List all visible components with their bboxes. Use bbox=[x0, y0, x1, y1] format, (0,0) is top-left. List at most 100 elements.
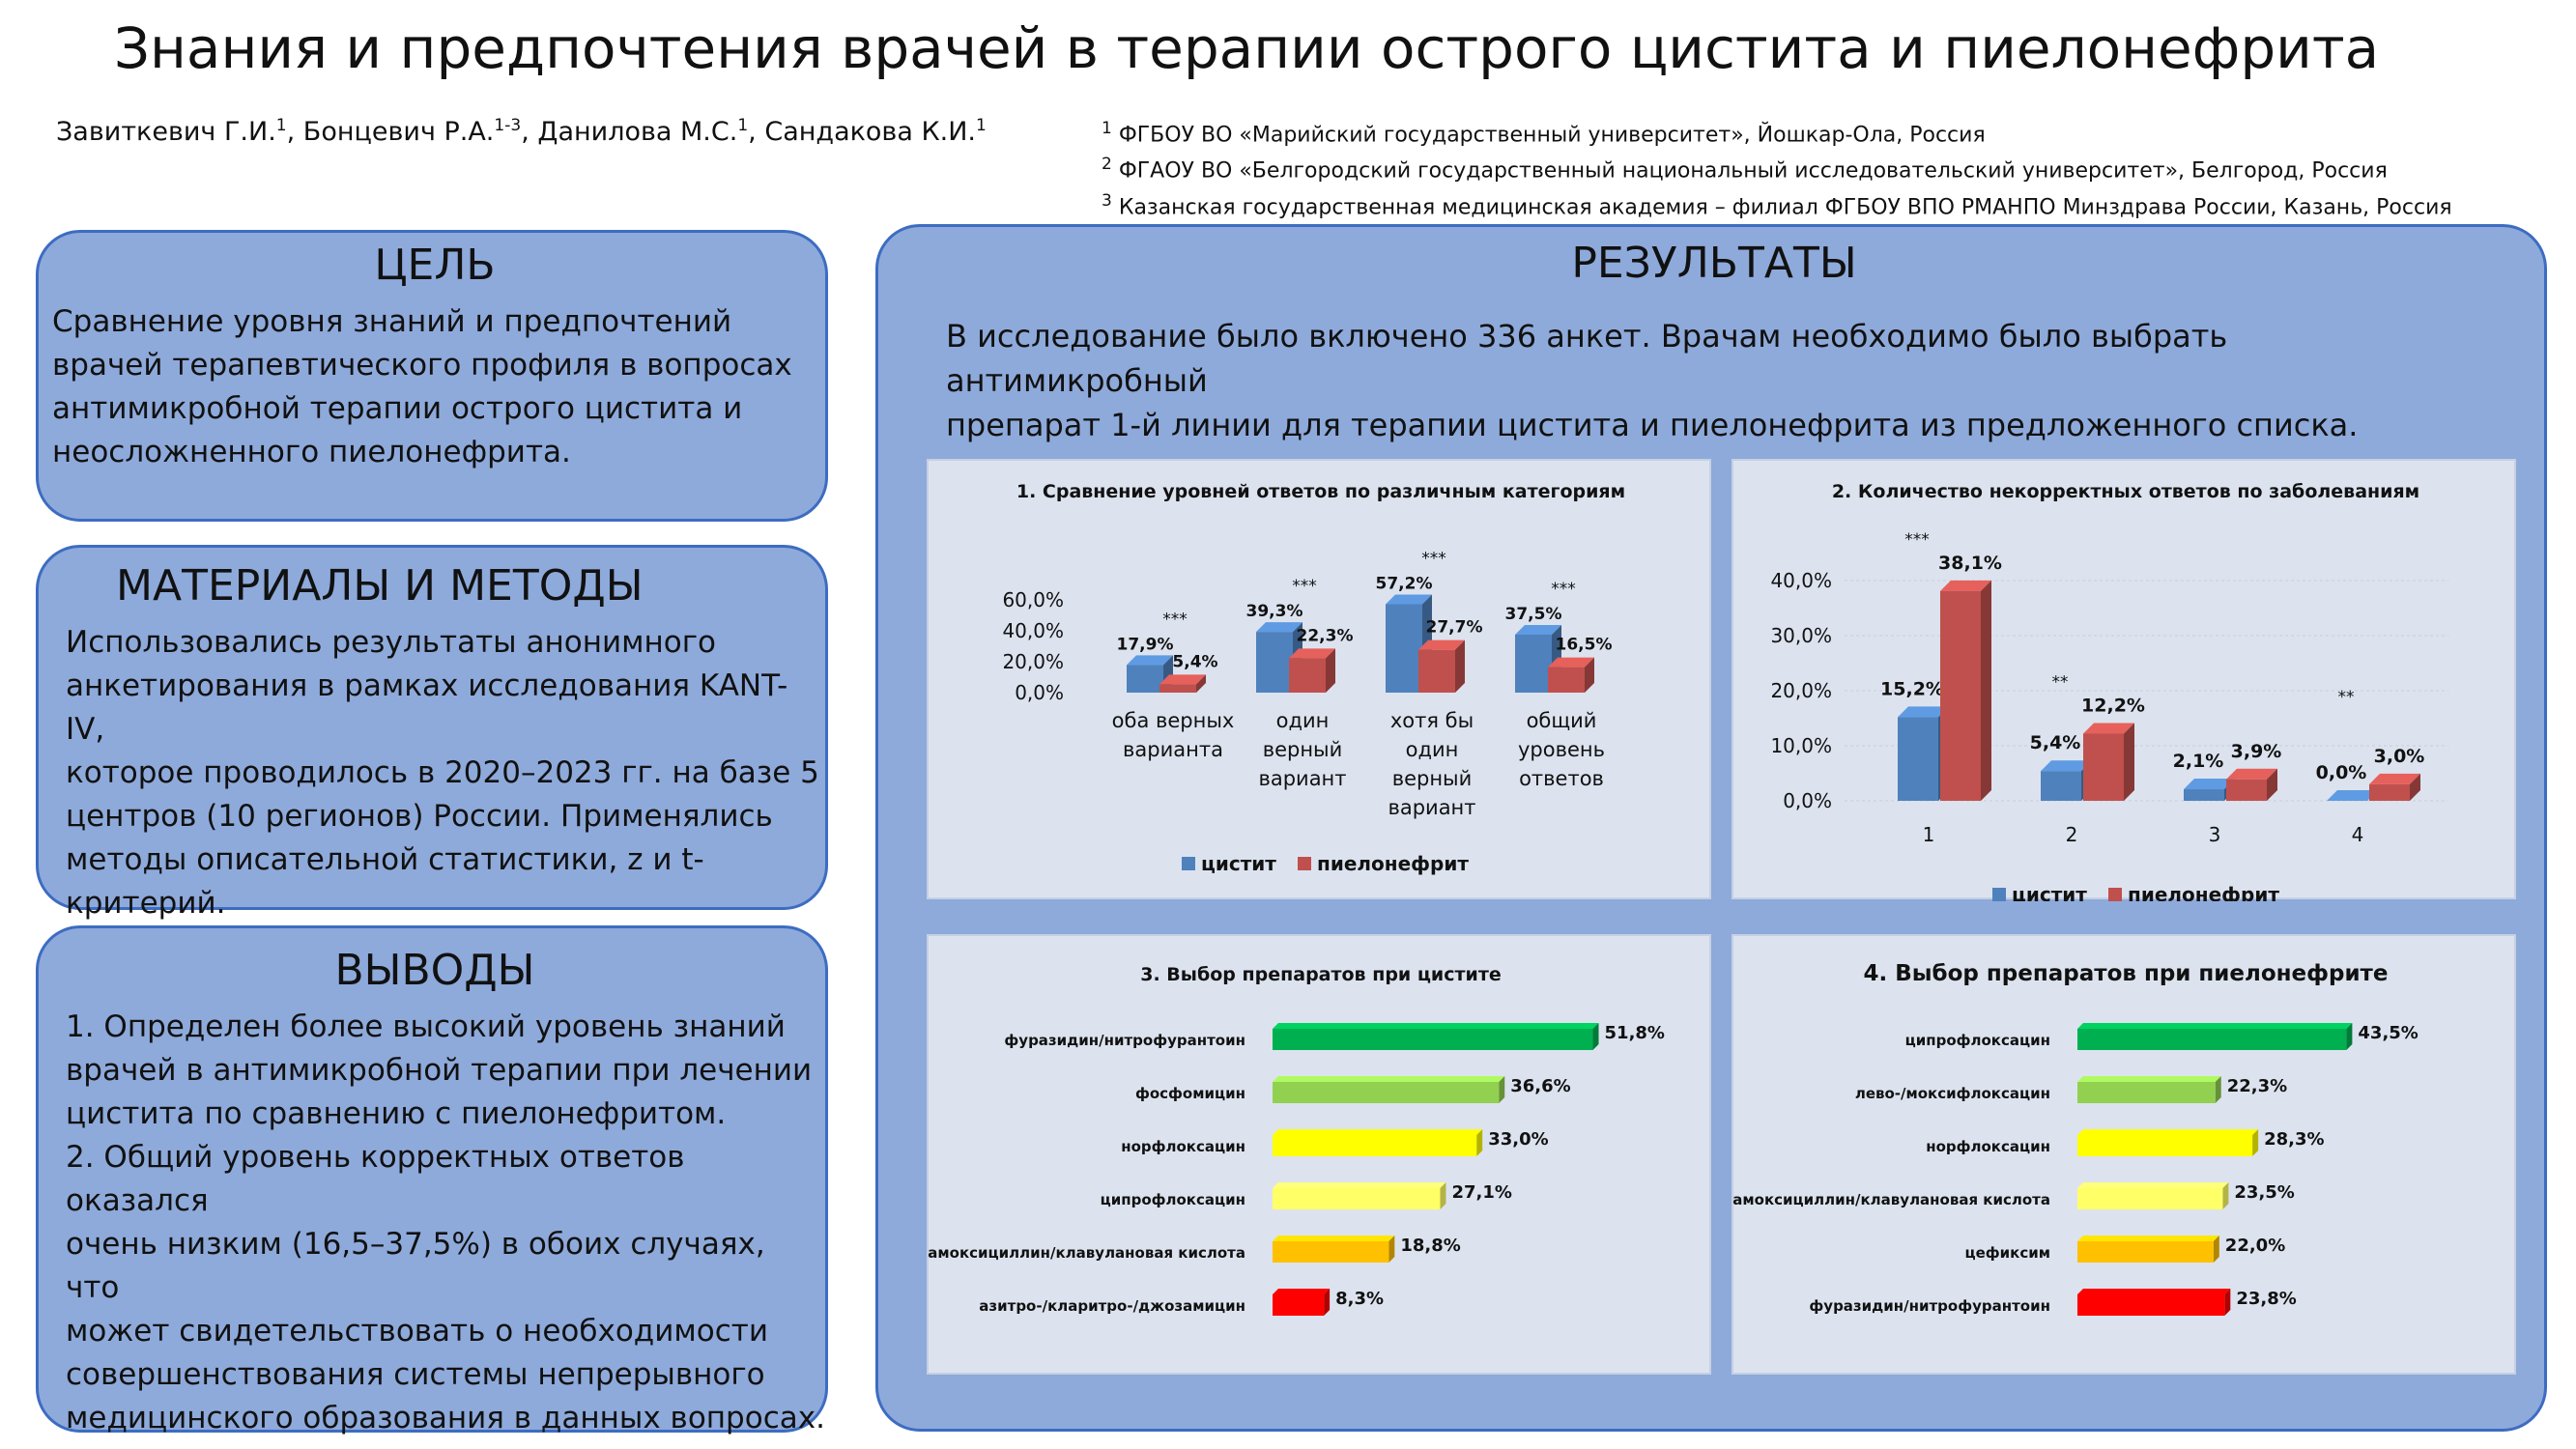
methods-text: Использовались результаты анонимного анк… bbox=[66, 621, 825, 925]
authors: Завиткевич Г.И.1, Бонцевич Р.А.1-3, Дани… bbox=[56, 116, 987, 147]
bar-pyelo-front bbox=[1159, 684, 1196, 693]
hbar bbox=[1273, 1129, 1483, 1156]
x-tick-label: 3 bbox=[2209, 823, 2221, 846]
category-label: норфлоксацин bbox=[1121, 1138, 1245, 1155]
hbar-top bbox=[2077, 1236, 2219, 1241]
hbar-top bbox=[1273, 1023, 1599, 1029]
hbar-side bbox=[2252, 1129, 2259, 1156]
legend-label: пиелонефрит bbox=[1317, 852, 1469, 875]
hbar-front bbox=[1273, 1135, 1477, 1156]
goal-line: антимикробной терапии острого цистита и bbox=[52, 391, 743, 426]
conclusions-line: цистита по сравнению с пиелонефритом. bbox=[66, 1096, 727, 1131]
data-label: 57,2% bbox=[1376, 574, 1433, 593]
hbar-front bbox=[1273, 1241, 1389, 1263]
hbar-front bbox=[1273, 1029, 1593, 1050]
hbar-side bbox=[1324, 1289, 1331, 1316]
hbar bbox=[2077, 1076, 2221, 1103]
bar-cystitis-top bbox=[2041, 760, 2092, 772]
data-label: 5,4% bbox=[1172, 652, 1217, 671]
data-label: 18,8% bbox=[1400, 1236, 1460, 1256]
bar-pyelo-top bbox=[1159, 674, 1206, 685]
bar-cystitis-front bbox=[2041, 771, 2081, 801]
goal-line: врачей терапевтического профиля в вопрос… bbox=[52, 348, 792, 383]
bar-cystitis-top bbox=[2184, 779, 2235, 790]
category-label: норфлоксацин bbox=[1926, 1138, 2050, 1155]
goal-box: ЦЕЛЬ Сравнение уровня знаний и предпочте… bbox=[36, 230, 828, 522]
methods-box: МАТЕРИАЛЫ И МЕТОДЫ Использовались резуль… bbox=[36, 545, 828, 921]
data-label: 27,1% bbox=[1451, 1182, 1511, 1203]
chart-title: 1. Сравнение уровней ответов по различны… bbox=[1016, 481, 1625, 502]
chart-panel-2: 2. Количество некорректных ответов по за… bbox=[1732, 459, 2516, 901]
methods-line: методы описательной статистики, z и t- bbox=[66, 842, 704, 877]
methods-line: Использовались результаты анонимного bbox=[66, 625, 717, 660]
bar-pyelo-front bbox=[2083, 733, 2124, 801]
conclusions-line: врачей в антимикробной терапии при лечен… bbox=[66, 1053, 813, 1088]
hbar-top bbox=[2077, 1289, 2231, 1294]
data-label: 17,9% bbox=[1117, 635, 1174, 654]
y-tick-label: 60,0% bbox=[1002, 588, 1064, 611]
bar-cystitis-front bbox=[1127, 665, 1163, 693]
hbar bbox=[1273, 1076, 1505, 1103]
data-label: 15,2% bbox=[1880, 678, 1944, 699]
author: Бонцевич Р.А. bbox=[302, 117, 495, 147]
bar-cystitis-top bbox=[1386, 594, 1432, 605]
bar-pyelo-front bbox=[1548, 667, 1585, 693]
hbar bbox=[2077, 1023, 2353, 1050]
y-tick-label: 20,0% bbox=[1770, 679, 1832, 702]
hbar-top bbox=[2077, 1076, 2221, 1082]
hbar-top bbox=[1273, 1236, 1395, 1241]
hbar-top bbox=[1273, 1076, 1505, 1082]
hbar-top bbox=[2077, 1129, 2259, 1135]
affiliation-text: ФГАОУ ВО «Белгородский государственный н… bbox=[1118, 158, 2388, 184]
hbar-front bbox=[2077, 1135, 2253, 1156]
x-tick-label: вариант bbox=[1388, 796, 1475, 819]
author: Данилова М.С. bbox=[537, 117, 738, 147]
affiliation: 2 ФГАОУ ВО «Белгородский государственный… bbox=[1102, 150, 2452, 185]
x-tick-label: 1 bbox=[1923, 823, 1935, 846]
hbar-side bbox=[2346, 1023, 2353, 1050]
bar-pyelo-top bbox=[2226, 768, 2277, 780]
hbar bbox=[2077, 1182, 2229, 1209]
hbar-front bbox=[2077, 1294, 2225, 1316]
x-tick-label: варианта bbox=[1123, 738, 1223, 761]
bar-cystitis-top bbox=[1898, 706, 1949, 718]
data-label: 36,6% bbox=[1510, 1076, 1570, 1096]
bar-pyelo-front bbox=[2369, 783, 2410, 801]
affiliation: 3 Казанская государственная медицинская … bbox=[1102, 186, 2452, 222]
conclusions-box: ВЫВОДЫ 1. Определен более высокий уровен… bbox=[36, 925, 828, 1435]
significance-mark: *** bbox=[1551, 580, 1576, 599]
data-label: 22,0% bbox=[2225, 1236, 2285, 1256]
bar-cystitis-front bbox=[1898, 717, 1938, 801]
category-label: фуразидин/нитрофурантоин bbox=[1004, 1032, 1245, 1049]
y-tick-label: 0,0% bbox=[1015, 681, 1064, 704]
y-tick-label: 10,0% bbox=[1770, 734, 1832, 757]
goal-line: неосложненного пиелонефрита. bbox=[52, 435, 571, 469]
hbar-top bbox=[1273, 1289, 1331, 1294]
author-sup: 1-3 bbox=[494, 116, 522, 135]
chart-title: 4. Выбор препаратов при пиелонефрите bbox=[1863, 961, 2388, 986]
goal-title: ЦЕЛЬ bbox=[374, 241, 496, 290]
category-label: ципрофлоксацин bbox=[1905, 1032, 2050, 1049]
poster-title: Знания и предпочтения врачей в терапии о… bbox=[113, 15, 2380, 81]
hbar-front bbox=[1273, 1082, 1500, 1103]
hbar-front bbox=[1273, 1188, 1441, 1209]
bar-pyelo-side bbox=[1585, 657, 1594, 693]
data-label: 5,4% bbox=[2030, 732, 2081, 753]
chart-panel-1: 1. Сравнение уровней ответов по различны… bbox=[927, 459, 1711, 899]
x-tick-label: общий bbox=[1527, 709, 1597, 732]
bar-pyelo-side bbox=[1455, 639, 1465, 693]
hbar-front bbox=[1273, 1294, 1325, 1316]
data-label: 51,8% bbox=[1605, 1023, 1665, 1043]
author: Завиткевич Г.И. bbox=[56, 117, 276, 147]
bar-pyelo bbox=[1418, 639, 1465, 693]
bar-pyelo bbox=[2083, 723, 2134, 801]
data-label: 22,3% bbox=[2227, 1076, 2287, 1096]
x-tick-label: 4 bbox=[2352, 823, 2364, 846]
bar-pyelo-top bbox=[2083, 723, 2134, 734]
x-tick-label: уровень bbox=[1518, 738, 1605, 761]
data-label: 39,3% bbox=[1246, 602, 1303, 621]
data-label: 3,0% bbox=[2374, 746, 2425, 767]
methods-line: центров (10 регионов) России. Применялис… bbox=[66, 799, 773, 834]
bar-pyelo-side bbox=[1196, 674, 1206, 693]
hbar bbox=[1273, 1182, 1446, 1209]
